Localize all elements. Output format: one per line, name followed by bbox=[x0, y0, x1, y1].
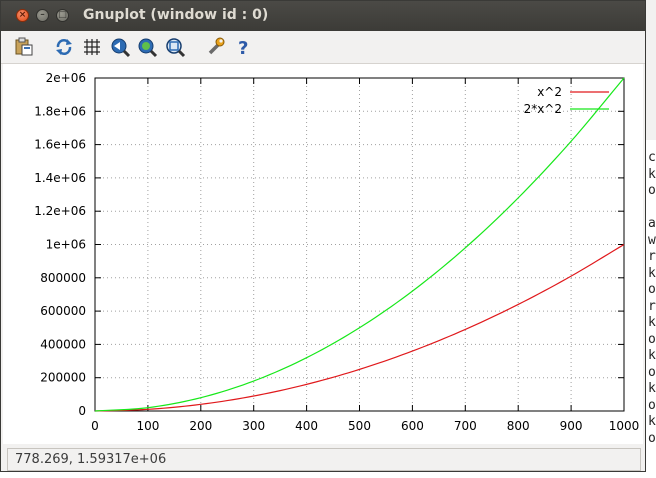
y-tick-label: 1.2e+06 bbox=[34, 204, 86, 218]
y-tick-label: 1.6e+06 bbox=[34, 138, 86, 152]
close-icon: × bbox=[18, 10, 27, 20]
chart: 0 100 200 300 400 500 600 700 800 900 1000 0 200000 4… bbox=[34, 71, 640, 433]
replot-button[interactable] bbox=[53, 36, 75, 58]
gnuplot-window: × – □ Gnuplot (window id : 0) bbox=[0, 0, 646, 472]
background-text: k bbox=[648, 414, 656, 429]
minimize-button[interactable]: – bbox=[36, 9, 49, 22]
options-button[interactable] bbox=[204, 36, 226, 58]
background-text: k bbox=[648, 166, 656, 182]
maximize-button[interactable]: □ bbox=[56, 9, 69, 22]
x-tick-label: 400 bbox=[295, 419, 318, 433]
zoom-next-button[interactable] bbox=[136, 36, 158, 58]
replot-icon bbox=[56, 39, 72, 55]
background-text: o bbox=[648, 282, 656, 297]
x-tick-label: 200 bbox=[189, 419, 212, 433]
legend-label: x^2 bbox=[537, 85, 562, 99]
background-text: o bbox=[648, 331, 656, 347]
window-title: Gnuplot (window id : 0) bbox=[83, 7, 269, 23]
svg-text:?: ? bbox=[238, 38, 248, 58]
copy-clipboard-button[interactable] bbox=[13, 36, 35, 58]
mouse-coordinates: 778.269, 1.59317e+06 bbox=[15, 452, 167, 467]
x-tick-label: 100 bbox=[136, 419, 159, 433]
x-tick-label: 0 bbox=[91, 419, 99, 433]
background-text: k bbox=[648, 315, 656, 330]
toolbar: ? bbox=[1, 31, 645, 64]
y-tick-label: 200000 bbox=[40, 371, 86, 385]
background-text: a bbox=[648, 216, 656, 231]
grid-button[interactable] bbox=[81, 36, 103, 58]
background-window-bottom bbox=[0, 470, 656, 478]
series-line-1 bbox=[94, 243, 625, 412]
x-tick-label: 700 bbox=[454, 419, 477, 433]
y-tick-label: 600000 bbox=[40, 304, 86, 318]
copy-clipboard-icon bbox=[15, 37, 33, 56]
background-text: r bbox=[648, 249, 656, 264]
background-text: o bbox=[648, 183, 656, 198]
y-tick-label: 0 bbox=[78, 404, 86, 418]
y-tick-label: 2e+06 bbox=[46, 71, 86, 85]
background-text: w bbox=[648, 232, 656, 248]
help-button[interactable]: ? bbox=[232, 36, 254, 59]
y-tick-label: 1e+06 bbox=[46, 238, 86, 252]
maximize-icon: □ bbox=[58, 10, 67, 20]
background-text: o bbox=[648, 397, 656, 413]
title-bar[interactable]: × – □ Gnuplot (window id : 0) bbox=[1, 1, 645, 31]
grid-icon bbox=[84, 39, 100, 55]
autoscale-button[interactable] bbox=[164, 36, 186, 58]
x-tick-label: 900 bbox=[560, 419, 583, 433]
legend-label: 2*x^2 bbox=[524, 102, 562, 116]
background-text: o bbox=[648, 430, 656, 446]
options-wrench-icon bbox=[208, 37, 225, 55]
x-tick-label: 500 bbox=[348, 419, 371, 433]
status-bar: 778.269, 1.59317e+06 bbox=[7, 448, 641, 471]
zoom-next-icon bbox=[138, 38, 158, 58]
background-text: k bbox=[648, 348, 656, 363]
background-text: o bbox=[648, 364, 656, 380]
background-text: k bbox=[648, 381, 656, 396]
close-button[interactable]: × bbox=[16, 9, 29, 22]
y-tick-label: 1.4e+06 bbox=[34, 171, 86, 185]
x-tick-label: 800 bbox=[507, 419, 530, 433]
background-text: c bbox=[648, 150, 656, 165]
x-tick-label: 300 bbox=[242, 419, 265, 433]
x-tick-label: 600 bbox=[401, 419, 424, 433]
background-text: r bbox=[648, 298, 656, 314]
zoom-previous-button[interactable] bbox=[109, 36, 131, 58]
y-tick-label: 800000 bbox=[40, 271, 86, 285]
minimize-icon: – bbox=[40, 10, 45, 20]
plot-canvas[interactable]: 0 100 200 300 400 500 600 700 800 900 1000 0 200000 4… bbox=[3, 64, 643, 444]
x-tick-label: 1000 bbox=[609, 419, 640, 433]
zoom-previous-icon bbox=[111, 38, 131, 58]
help-icon: ? bbox=[238, 38, 248, 59]
y-tick-label: 1.8e+06 bbox=[34, 104, 86, 118]
background-text: k bbox=[648, 265, 656, 281]
series-line-2 bbox=[94, 77, 625, 412]
y-tick-label: 400000 bbox=[40, 337, 86, 351]
autoscale-icon bbox=[166, 38, 186, 58]
